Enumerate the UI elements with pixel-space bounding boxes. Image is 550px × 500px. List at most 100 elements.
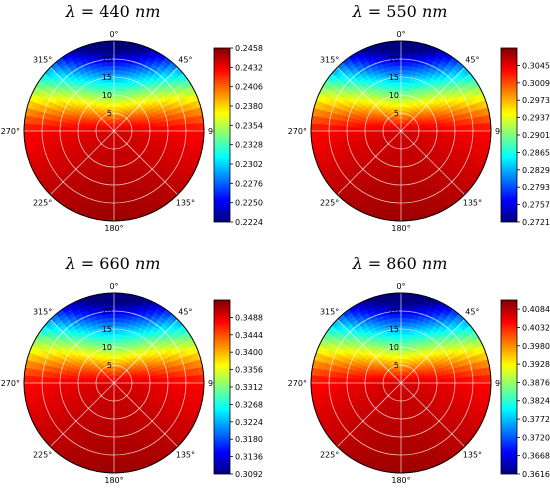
colorbar-tick-label: 0.3312 (235, 383, 263, 392)
heat-cell (114, 297, 121, 301)
heat-cell (114, 412, 117, 416)
heat-cell (114, 180, 119, 184)
heat-cell (114, 192, 120, 196)
heat-cell (114, 456, 121, 460)
heat-cell (458, 131, 462, 136)
colorbar-tick-label: 0.2829 (522, 166, 550, 175)
heat-cell (114, 318, 120, 322)
colorbar-tick-label: 0.2721 (522, 218, 550, 227)
radial-tick-label: 10 (102, 91, 112, 100)
heat-cell (32, 124, 36, 131)
heat-cell (69, 131, 73, 135)
heat-cell (483, 131, 487, 138)
heat-cell (61, 131, 65, 136)
colorbar-tick-label: 0.3224 (235, 418, 263, 427)
heat-cell (53, 383, 57, 388)
heat-cell (107, 45, 114, 49)
heat-cell (196, 376, 200, 383)
angle-label: 0° (109, 30, 118, 39)
heat-cell (114, 444, 120, 448)
heat-cell (110, 82, 114, 86)
colorbar-tick-label: 0.2793 (522, 183, 550, 192)
colorbar-tick-label: 0.2757 (522, 201, 550, 210)
heat-cell (108, 196, 114, 200)
heat-cell (36, 376, 40, 383)
heat-cell (108, 192, 114, 196)
heat-cell (143, 380, 147, 383)
angle-label: 180° (391, 224, 410, 233)
heat-cell (159, 379, 163, 383)
colorbar (214, 48, 230, 222)
heat-cell (360, 131, 364, 135)
heat-cell (159, 131, 163, 135)
heat-cell (49, 377, 53, 383)
heat-cell (36, 383, 40, 390)
angle-label: 45° (178, 56, 192, 65)
heat-cell (107, 301, 114, 305)
polar-heatmap-860: 51015200°45°90135°180°225°270°315°0.3616… (287, 252, 550, 500)
angle-label: 270° (1, 379, 20, 388)
heat-cell (401, 160, 404, 164)
heat-cell (163, 126, 167, 131)
heat-cell (483, 124, 487, 131)
heat-cell (401, 45, 408, 49)
heat-cell (323, 124, 327, 131)
heat-cell (462, 125, 466, 131)
colorbar-tick-label: 0.3092 (235, 470, 263, 479)
heat-cell (114, 53, 121, 57)
heat-cell (179, 383, 183, 389)
colorbar-tick-label: 0.3045 (522, 61, 550, 70)
angle-label: 135° (176, 198, 195, 207)
heat-cell (65, 383, 69, 387)
heat-cell (331, 131, 335, 137)
colorbar-tick-label: 0.3356 (235, 366, 263, 375)
heat-cell (110, 86, 114, 90)
heat-cell (109, 432, 114, 436)
heat-cell (394, 204, 401, 208)
angle-label: 315° (320, 56, 339, 65)
radial-tick-label: 5 (394, 109, 399, 118)
heat-cell (109, 188, 114, 192)
heat-cell (401, 172, 405, 176)
heat-cell (107, 297, 114, 301)
heat-cell (191, 131, 195, 138)
radial-tick-label: 20 (102, 55, 112, 64)
heat-cell (28, 131, 32, 138)
heat-cell (171, 131, 175, 136)
angle-label: 45° (465, 56, 479, 65)
heat-cell (159, 127, 163, 131)
radial-tick-label: 10 (102, 343, 112, 352)
heat-cell (114, 82, 118, 86)
radial-tick-label: 20 (389, 55, 399, 64)
angle-label: 180° (104, 224, 123, 233)
heat-cell (196, 131, 200, 138)
heat-cell (114, 208, 121, 212)
heat-cell (401, 49, 408, 53)
heat-cell (401, 176, 405, 180)
heat-cell (107, 456, 114, 460)
heat-cell (191, 376, 195, 383)
heat-cell (474, 124, 478, 131)
heat-cell (114, 188, 119, 192)
heat-cell (191, 124, 195, 131)
heat-cell (340, 126, 344, 131)
heat-cell (478, 131, 482, 138)
heat-cell (114, 428, 118, 432)
heat-cell (478, 124, 482, 131)
heat-cell (401, 196, 407, 200)
heat-cell (81, 131, 85, 134)
colorbar-tick-label: 0.2406 (235, 83, 263, 92)
heat-cell (336, 125, 340, 131)
heat-cell (114, 204, 121, 208)
heat-cell (348, 126, 352, 131)
polar-heatmap-660: 51015200°45°90135°180°225°270°315°0.3092… (0, 252, 275, 500)
heat-cell (179, 125, 183, 131)
heat-cell (175, 131, 179, 137)
heat-cell (462, 131, 466, 137)
heat-cell (401, 61, 407, 65)
heat-cell (187, 124, 191, 131)
heat-cell (171, 378, 175, 383)
heat-cell (114, 61, 120, 65)
heat-cell (395, 196, 401, 200)
